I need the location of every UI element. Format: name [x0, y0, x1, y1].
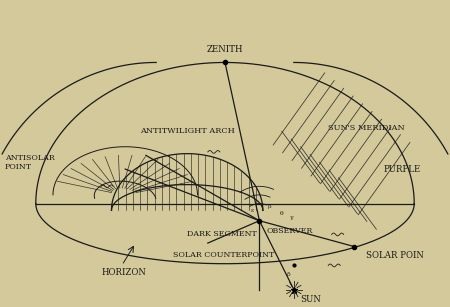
Text: γ: γ — [290, 215, 294, 220]
Text: SOLAR POIN: SOLAR POIN — [366, 251, 424, 260]
Text: DARK SEGMENT: DARK SEGMENT — [187, 231, 257, 239]
Text: θ: θ — [280, 211, 284, 216]
Text: SUN: SUN — [301, 295, 322, 304]
Text: ANTISOLAR
POINT: ANTISOLAR POINT — [5, 154, 54, 171]
Text: δ: δ — [287, 271, 291, 277]
Text: HORIZON: HORIZON — [101, 268, 146, 277]
Text: PURPLE: PURPLE — [383, 165, 420, 173]
Text: SOLAR COUNTERPOINT: SOLAR COUNTERPOINT — [173, 251, 274, 259]
Text: β: β — [268, 204, 271, 209]
Text: ANTITWILIGHT ARCH: ANTITWILIGHT ARCH — [140, 127, 234, 135]
Text: SUN'S MERIDIAN: SUN'S MERIDIAN — [328, 124, 405, 132]
Text: OBSERVER: OBSERVER — [266, 227, 313, 235]
Text: ZENITH: ZENITH — [207, 45, 243, 54]
Text: ε: ε — [251, 208, 254, 213]
